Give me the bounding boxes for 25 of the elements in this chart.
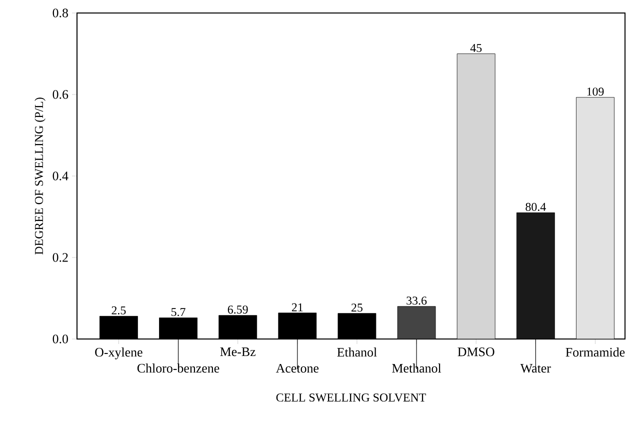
annotation: 109	[587, 88, 604, 96]
y-axis-title: DEGREE OF SWELLING (P/L)	[34, 98, 46, 255]
x-tick-label: Water	[520, 364, 551, 373]
x-tick-label: O-xylene	[95, 348, 142, 360]
x-axis-title: CELL SWELLING SOLVENT	[276, 394, 426, 402]
x-tick-label: Chloro-benzene	[137, 364, 220, 373]
y-tick-label: 0.2	[52, 253, 68, 262]
annotation: 25	[352, 304, 362, 312]
y-tick-label: 0.6	[52, 90, 68, 99]
annotation: 45	[470, 44, 482, 52]
x-tick-label: Formamide	[566, 348, 625, 357]
annotation: 21	[292, 303, 303, 312]
annotation: 33.6	[406, 296, 427, 305]
annotation: 5.7	[171, 308, 186, 316]
x-tick-label: DMSO	[458, 348, 494, 356]
x-tick-label: Methanol	[392, 364, 442, 373]
x-tick-label: Acetone	[276, 364, 319, 373]
y-tick-label: 0.8	[52, 8, 68, 18]
x-tick-label: Me-Bz	[220, 348, 256, 356]
annotation: 6.59	[228, 306, 248, 314]
annotation: 80.4	[526, 202, 546, 211]
y-tick-label: 0.0	[52, 334, 68, 344]
annotation: 2.5	[112, 306, 126, 314]
x-tick-label: Ethanol	[337, 348, 377, 357]
y-tick-label: 0.4	[52, 172, 68, 180]
